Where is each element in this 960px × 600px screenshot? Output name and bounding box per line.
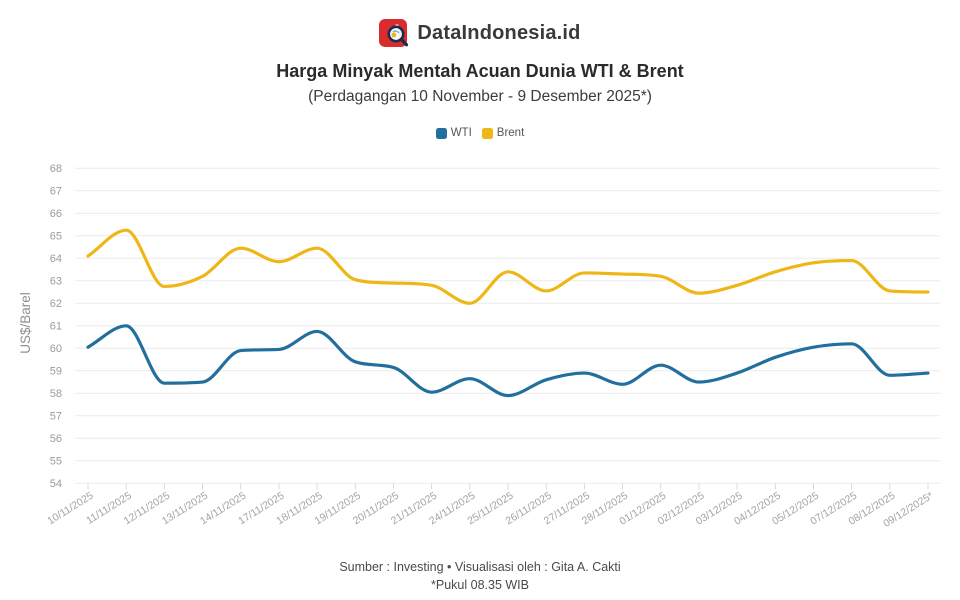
y-tick-label: 55 [50, 456, 62, 468]
chart-title: Harga Minyak Mentah Acuan Dunia WTI & Br… [276, 61, 684, 81]
legend-swatch-brent [481, 127, 493, 139]
brand-header: d DataIndonesia.id [0, 16, 960, 50]
y-tick-label: 63 [50, 276, 62, 288]
y-tick-label: 59 [50, 366, 62, 378]
footer-time-note: *Pukul 08.35 WIB [431, 578, 529, 593]
y-tick-label: 66 [50, 208, 62, 220]
y-tick-label: 54 [50, 478, 62, 490]
legend-label: Brent [496, 127, 525, 139]
legend-label: WTI [450, 127, 472, 139]
y-tick-label: 67 [50, 186, 62, 198]
y-tick-label: 56 [50, 433, 62, 445]
y-tick-label: 58 [50, 388, 62, 400]
chart-svg: 545556575859606162636465666768US$/Barel1… [18, 163, 940, 530]
series-line-brent[interactable] [86, 228, 930, 305]
y-tick-label: 61 [50, 321, 62, 333]
y-tick-label: 64 [50, 253, 62, 265]
legend-swatch-wti [435, 127, 447, 139]
y-axis-title: US$/Barel [18, 292, 33, 354]
brand-name: DataIndonesia.id [417, 21, 581, 44]
y-tick-label: 60 [50, 343, 62, 355]
magnifier-icon [387, 25, 409, 47]
y-tick-label: 68 [50, 163, 62, 175]
brand-logo-icon: d [379, 19, 409, 47]
legend: WTI Brent [0, 125, 960, 141]
series-line-wti[interactable] [86, 324, 930, 398]
footer-source: Sumber : Investing • Visualisasi oleh : … [339, 560, 621, 574]
footer: Sumber : Investing • Visualisasi oleh : … [0, 558, 960, 594]
y-tick-label: 57 [50, 411, 62, 423]
y-tick-label: 62 [50, 298, 62, 310]
y-tick-label: 65 [50, 231, 62, 243]
chart-subtitle: (Perdagangan 10 November - 9 Desember 20… [308, 88, 652, 105]
legend-item-brent[interactable]: Brent [481, 127, 525, 139]
legend-item-wti[interactable]: WTI [435, 127, 472, 139]
